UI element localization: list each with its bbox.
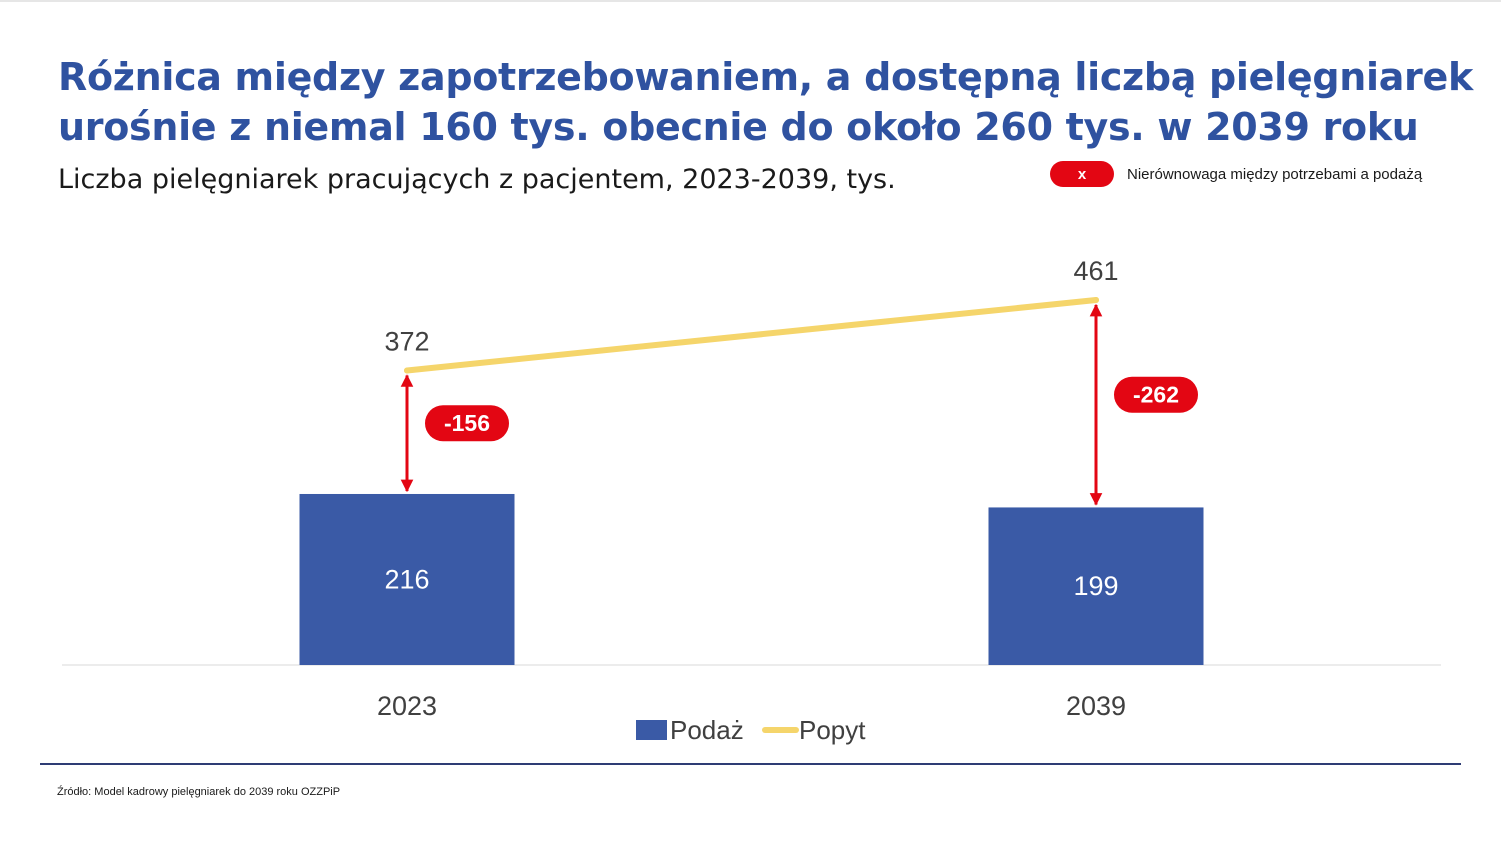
x-tick-label-2023: 2023 bbox=[377, 691, 437, 721]
demand-line bbox=[404, 297, 1099, 374]
bar-podaż-2039 bbox=[988, 507, 1204, 665]
gap-badge-label-2039: -262 bbox=[1133, 382, 1179, 408]
imbalance-legend-marker: x bbox=[1050, 161, 1114, 187]
gap-badge-label-2023: -156 bbox=[444, 410, 490, 436]
imbalance-legend: x Nierównowaga między potrzebami a podaż… bbox=[1050, 160, 1422, 188]
legend-label-demand: Popyt bbox=[799, 715, 866, 745]
gap-badge-2039 bbox=[1114, 376, 1198, 413]
source-note: Źródło: Model kadrowy pielęgniarek do 20… bbox=[57, 786, 341, 798]
title-line-1: Różnica między zapotrzebowaniem, a dostę… bbox=[58, 55, 1473, 99]
imbalance-legend-label: Nierównowaga między potrzebami a podażą bbox=[1127, 165, 1423, 183]
top-rule bbox=[0, 0, 1501, 2]
legend-label-supply: Podaż bbox=[670, 715, 744, 745]
bar-value-label-2023: 216 bbox=[384, 564, 429, 594]
x-tick-label-2039: 2039 bbox=[1066, 691, 1126, 721]
bar-value-label-2039: 199 bbox=[1073, 571, 1118, 601]
gap-badge-2023 bbox=[425, 405, 509, 442]
demand-point-2023 bbox=[404, 367, 410, 374]
demand-point-2039 bbox=[1093, 297, 1099, 303]
bar-podaż-2023 bbox=[299, 493, 515, 665]
demand-value-label-2039: 461 bbox=[1073, 256, 1118, 286]
legend-swatch-supply bbox=[636, 720, 667, 740]
title-line-2: urośnie z niemal 160 tys. obecnie do oko… bbox=[58, 105, 1419, 149]
page-title: Różnica między zapotrzebowaniem, a dostę… bbox=[58, 52, 1478, 152]
demand-value-label-2023: 372 bbox=[384, 326, 429, 356]
footer-rule bbox=[40, 763, 1461, 765]
chart-subtitle: Liczba pielęgniarek pracujących z pacjen… bbox=[58, 164, 896, 195]
